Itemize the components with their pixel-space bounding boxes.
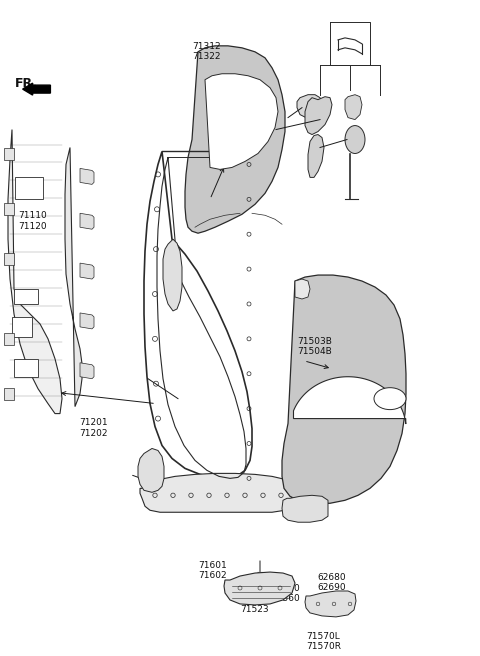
Polygon shape [293, 377, 406, 424]
Polygon shape [308, 134, 324, 177]
Text: 71601
71602: 71601 71602 [198, 561, 227, 581]
Text: FR.: FR. [14, 77, 37, 90]
Text: 71503B
71504B: 71503B 71504B [298, 337, 333, 356]
Polygon shape [345, 94, 362, 119]
Polygon shape [305, 96, 332, 134]
Text: 71201
71202: 71201 71202 [79, 419, 108, 438]
Bar [14, 289, 38, 304]
Bar [15, 177, 43, 199]
Polygon shape [80, 313, 94, 329]
Polygon shape [138, 449, 164, 492]
Polygon shape [8, 129, 62, 413]
Polygon shape [282, 275, 406, 503]
Polygon shape [224, 572, 295, 605]
Polygon shape [163, 239, 182, 311]
Bar [14, 359, 38, 377]
Polygon shape [65, 148, 82, 407]
Text: 71312
71322: 71312 71322 [192, 42, 221, 61]
Polygon shape [80, 263, 94, 279]
Text: 71110
71120: 71110 71120 [18, 211, 47, 230]
Text: 71550
71560: 71550 71560 [271, 584, 300, 604]
FancyArrow shape [23, 83, 50, 95]
Polygon shape [282, 495, 328, 522]
Polygon shape [80, 363, 94, 379]
Text: 62680
62690: 62680 62690 [318, 573, 347, 592]
Ellipse shape [374, 388, 406, 409]
Polygon shape [295, 279, 310, 299]
Polygon shape [305, 591, 356, 617]
Polygon shape [144, 152, 252, 478]
Ellipse shape [345, 125, 365, 154]
Polygon shape [80, 169, 94, 184]
Bar [4, 388, 14, 400]
Polygon shape [140, 474, 292, 512]
Text: 71570L
71570R: 71570L 71570R [306, 632, 341, 651]
Bar [4, 333, 14, 345]
Polygon shape [205, 73, 278, 169]
Bar [4, 203, 14, 215]
Bar [4, 253, 14, 265]
Bar [12, 317, 32, 337]
Polygon shape [80, 213, 94, 229]
Polygon shape [185, 46, 285, 233]
Polygon shape [297, 94, 322, 117]
Bar [4, 148, 14, 161]
Text: 71513A
71523: 71513A 71523 [240, 595, 275, 614]
